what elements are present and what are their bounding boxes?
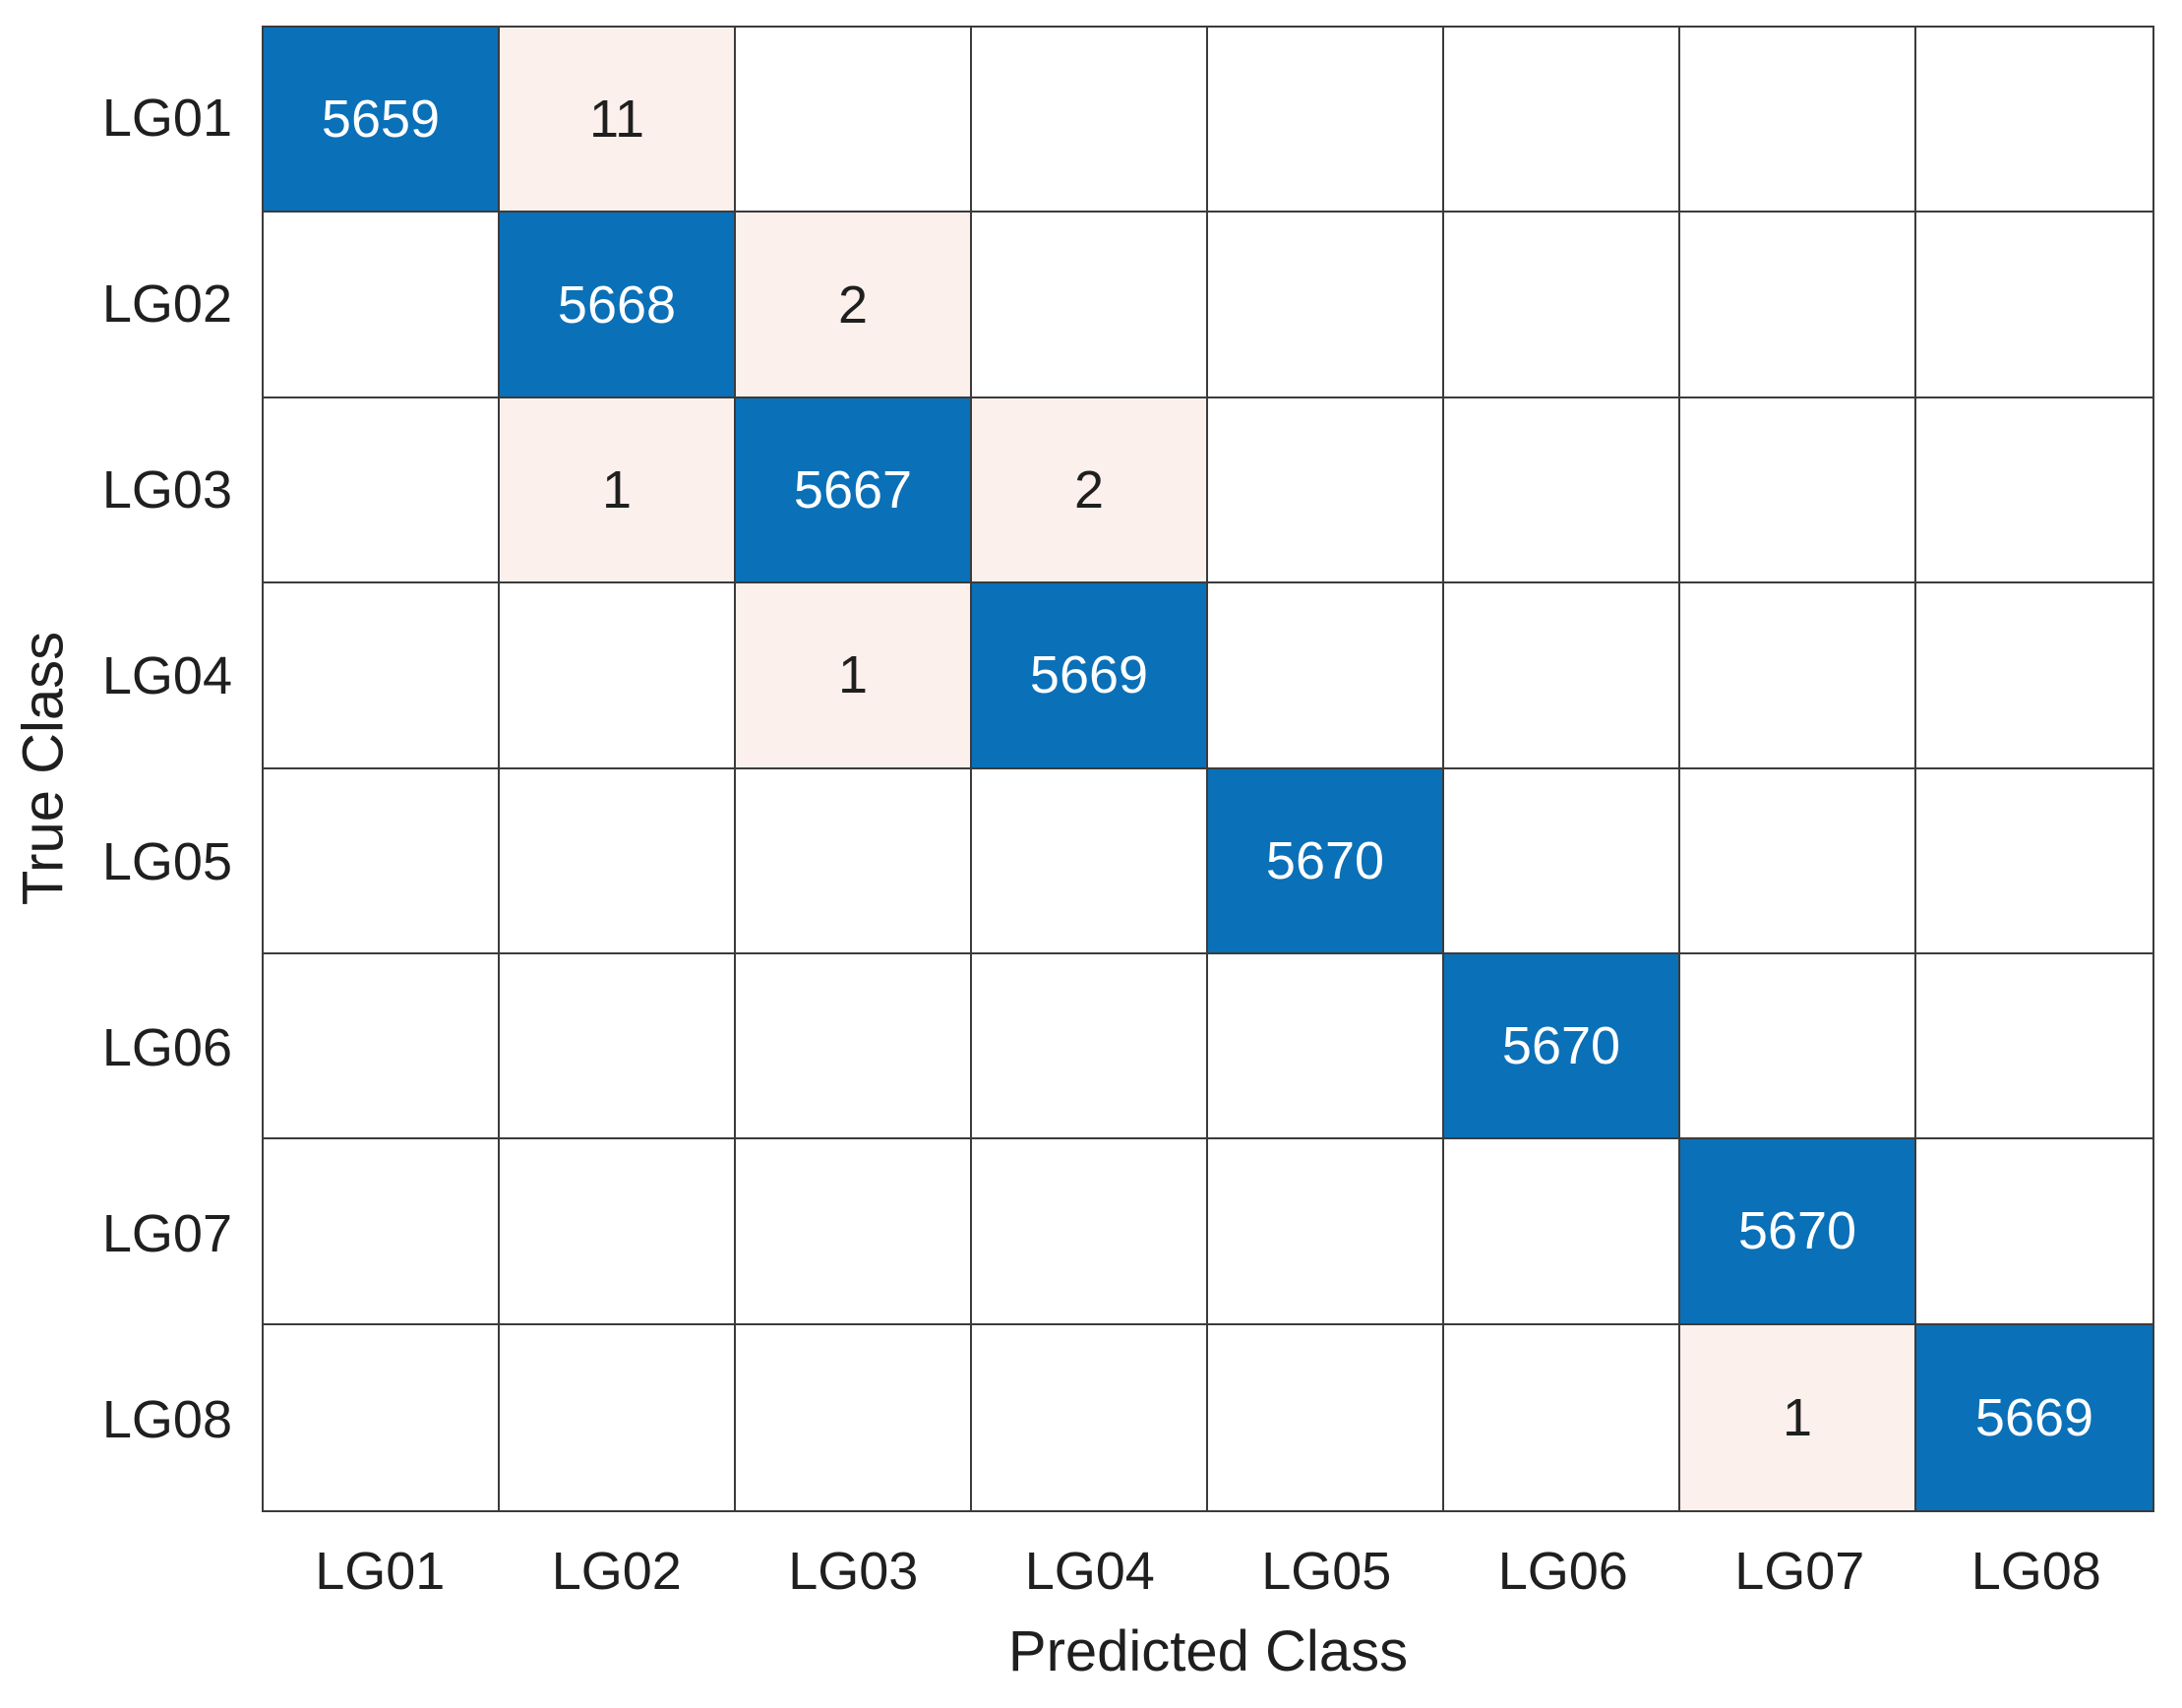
matrix-cell-LG01-LG07 bbox=[1680, 28, 1916, 213]
x-tick-LG02: LG02 bbox=[499, 1537, 736, 1606]
matrix-cell-LG02-LG01 bbox=[264, 213, 500, 397]
matrix-cell-LG08-LG02 bbox=[500, 1325, 736, 1510]
matrix-cell-LG04-LG01 bbox=[264, 583, 500, 768]
matrix-cell-LG06-LG07 bbox=[1680, 954, 1916, 1139]
matrix-cell-LG06-LG06: 5670 bbox=[1444, 954, 1680, 1139]
matrix-cell-LG06-LG03 bbox=[736, 954, 972, 1139]
matrix-cell-LG07-LG03 bbox=[736, 1139, 972, 1324]
matrix-cell-LG01-LG04 bbox=[972, 28, 1208, 213]
matrix-cell-LG06-LG04 bbox=[972, 954, 1208, 1139]
x-tick-LG03: LG03 bbox=[735, 1537, 972, 1606]
matrix-cell-LG01-LG08 bbox=[1916, 28, 2152, 213]
matrix-cell-LG02-LG07 bbox=[1680, 213, 1916, 397]
matrix-cell-LG07-LG08 bbox=[1916, 1139, 2152, 1324]
matrix-cell-LG07-LG07: 5670 bbox=[1680, 1139, 1916, 1324]
matrix-cell-LG03-LG02: 1 bbox=[500, 398, 736, 583]
matrix-cell-LG04-LG03: 1 bbox=[736, 583, 972, 768]
matrix-cell-LG05-LG06 bbox=[1444, 769, 1680, 954]
matrix-cell-LG06-LG01 bbox=[264, 954, 500, 1139]
y-tick-LG05: LG05 bbox=[0, 769, 232, 955]
y-tick-LG07: LG07 bbox=[0, 1140, 232, 1326]
matrix-cell-LG07-LG05 bbox=[1208, 1139, 1444, 1324]
matrix-cell-LG02-LG04 bbox=[972, 213, 1208, 397]
matrix-cell-LG03-LG07 bbox=[1680, 398, 1916, 583]
y-tick-LG03: LG03 bbox=[0, 397, 232, 583]
x-tick-LG06: LG06 bbox=[1445, 1537, 1682, 1606]
confusion-matrix-figure: True Class 56591156682156672156695670567… bbox=[0, 0, 2182, 1708]
matrix-cell-LG03-LG06 bbox=[1444, 398, 1680, 583]
y-tick-LG06: LG06 bbox=[0, 954, 232, 1140]
matrix-cell-LG04-LG02 bbox=[500, 583, 736, 768]
matrix-cell-LG05-LG01 bbox=[264, 769, 500, 954]
x-tick-LG05: LG05 bbox=[1208, 1537, 1445, 1606]
matrix-cell-LG01-LG03 bbox=[736, 28, 972, 213]
matrix-cell-LG05-LG03 bbox=[736, 769, 972, 954]
matrix-cell-LG04-LG04: 5669 bbox=[972, 583, 1208, 768]
matrix-cell-LG05-LG07 bbox=[1680, 769, 1916, 954]
matrix-cell-LG08-LG06 bbox=[1444, 1325, 1680, 1510]
matrix-cell-LG06-LG05 bbox=[1208, 954, 1444, 1139]
matrix-cell-LG08-LG01 bbox=[264, 1325, 500, 1510]
matrix-cell-LG03-LG05 bbox=[1208, 398, 1444, 583]
matrix-cell-LG06-LG02 bbox=[500, 954, 736, 1139]
matrix-cell-LG02-LG02: 5668 bbox=[500, 213, 736, 397]
matrix-cell-LG01-LG05 bbox=[1208, 28, 1444, 213]
x-axis-label: Predicted Class bbox=[262, 1618, 2154, 1684]
matrix-cell-LG08-LG07: 1 bbox=[1680, 1325, 1916, 1510]
matrix-cell-LG08-LG08: 5669 bbox=[1916, 1325, 2152, 1510]
matrix-cell-LG08-LG05 bbox=[1208, 1325, 1444, 1510]
x-tick-LG07: LG07 bbox=[1681, 1537, 1918, 1606]
matrix-cell-LG04-LG07 bbox=[1680, 583, 1916, 768]
matrix-cell-LG01-LG01: 5659 bbox=[264, 28, 500, 213]
matrix-cell-LG02-LG05 bbox=[1208, 213, 1444, 397]
matrix-cell-LG02-LG06 bbox=[1444, 213, 1680, 397]
matrix-cell-LG03-LG08 bbox=[1916, 398, 2152, 583]
matrix-cell-LG02-LG03: 2 bbox=[736, 213, 972, 397]
matrix-cell-LG04-LG06 bbox=[1444, 583, 1680, 768]
confusion-grid: 565911566821566721566956705670567015669 bbox=[262, 26, 2154, 1512]
x-tick-LG08: LG08 bbox=[1918, 1537, 2155, 1606]
matrix-cell-LG01-LG06 bbox=[1444, 28, 1680, 213]
matrix-cell-LG07-LG06 bbox=[1444, 1139, 1680, 1324]
matrix-cell-LG05-LG04 bbox=[972, 769, 1208, 954]
matrix-cell-LG03-LG03: 5667 bbox=[736, 398, 972, 583]
y-tick-LG02: LG02 bbox=[0, 212, 232, 397]
y-tick-LG04: LG04 bbox=[0, 583, 232, 769]
matrix-cell-LG04-LG05 bbox=[1208, 583, 1444, 768]
matrix-cell-LG01-LG02: 11 bbox=[500, 28, 736, 213]
matrix-cell-LG03-LG04: 2 bbox=[972, 398, 1208, 583]
matrix-cell-LG07-LG02 bbox=[500, 1139, 736, 1324]
matrix-cell-LG05-LG05: 5670 bbox=[1208, 769, 1444, 954]
x-tick-LG04: LG04 bbox=[972, 1537, 1209, 1606]
matrix-cell-LG02-LG08 bbox=[1916, 213, 2152, 397]
y-tick-LG08: LG08 bbox=[0, 1326, 232, 1512]
matrix-cell-LG05-LG02 bbox=[500, 769, 736, 954]
x-tick-LG01: LG01 bbox=[262, 1537, 499, 1606]
matrix-cell-LG07-LG01 bbox=[264, 1139, 500, 1324]
matrix-cell-LG08-LG04 bbox=[972, 1325, 1208, 1510]
matrix-cell-LG05-LG08 bbox=[1916, 769, 2152, 954]
matrix-cell-LG04-LG08 bbox=[1916, 583, 2152, 768]
y-tick-LG01: LG01 bbox=[0, 26, 232, 212]
matrix-cell-LG07-LG04 bbox=[972, 1139, 1208, 1324]
matrix-cell-LG06-LG08 bbox=[1916, 954, 2152, 1139]
matrix-cell-LG03-LG01 bbox=[264, 398, 500, 583]
matrix-cell-LG08-LG03 bbox=[736, 1325, 972, 1510]
